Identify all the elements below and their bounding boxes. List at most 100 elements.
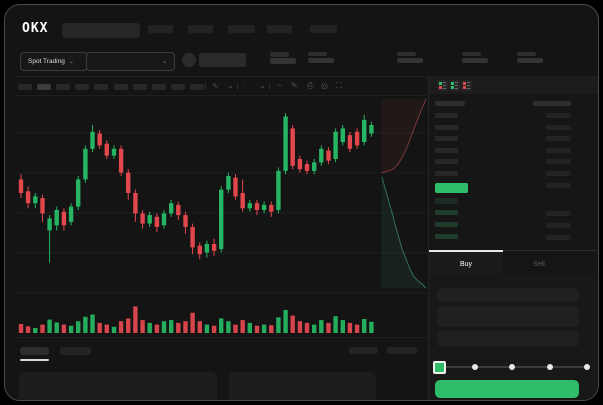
market-mode-dropdown[interactable]: Spot Trading ⌄ — [20, 52, 88, 71]
stat-label-placeholder — [462, 52, 481, 56]
icon-bar — [451, 86, 454, 89]
index-price-placeholder — [435, 198, 458, 204]
slider-stop-dot[interactable] — [583, 364, 590, 370]
bid-row-price[interactable] — [435, 210, 458, 215]
slider-stop-dot[interactable] — [546, 364, 553, 370]
orderbook-col-header — [435, 101, 465, 106]
icon-bar — [439, 86, 442, 89]
fullscreen-icon[interactable]: ⛶ — [336, 81, 342, 90]
bottom-action-pill[interactable] — [387, 347, 417, 354]
icon-line — [455, 88, 458, 89]
bottom-action-pill[interactable] — [349, 347, 378, 354]
divider — [237, 82, 238, 90]
ask-row-price[interactable] — [435, 136, 458, 141]
nav-item[interactable] — [228, 25, 255, 33]
total-input[interactable] — [437, 331, 579, 347]
chevron-down-icon: ⌄ — [68, 59, 74, 65]
chart-toolbar — [14, 76, 428, 96]
ask-row-price[interactable] — [435, 171, 458, 176]
camera-icon[interactable]: ⎙ — [307, 81, 314, 90]
tab-sell[interactable]: Sell — [503, 250, 598, 274]
chart-canvas[interactable] — [14, 95, 428, 337]
bottom-tab-active-indicator — [20, 359, 49, 361]
stat-value-placeholder — [270, 58, 296, 64]
ask-row-price[interactable] — [435, 159, 458, 164]
bottom-panel-left — [19, 372, 217, 400]
icon-line — [455, 85, 458, 86]
stat-label-placeholder — [308, 52, 327, 56]
timeframe-pill[interactable] — [94, 84, 109, 90]
timeframe-pill[interactable] — [189, 84, 204, 90]
bottom-tab-orders[interactable] — [20, 347, 49, 355]
stat-label-placeholder — [397, 52, 416, 56]
pair-select-dropdown[interactable]: ⌄ — [86, 52, 175, 71]
timeframe-pill[interactable] — [37, 84, 52, 90]
ask-row-size — [546, 183, 571, 188]
buy-submit-button[interactable] — [435, 380, 579, 398]
book-asks-icon[interactable] — [461, 80, 472, 91]
orderbook-col-header — [533, 101, 571, 106]
stat-value-placeholder — [308, 58, 334, 63]
draw-icon[interactable]: ✎ — [291, 81, 298, 90]
interval-icon[interactable]: ⫶ — [243, 81, 245, 90]
icon-bar — [463, 82, 466, 85]
bid-row-size — [546, 211, 571, 216]
tab-buy[interactable]: Buy — [429, 250, 503, 276]
slider-stop-dot[interactable] — [509, 364, 516, 370]
chevron-down-icon: ⌄ — [161, 59, 167, 65]
search-input[interactable] — [62, 23, 140, 38]
icon-bar — [451, 82, 454, 85]
divider — [14, 337, 428, 338]
ask-row-price[interactable] — [435, 113, 458, 118]
nav-item[interactable] — [148, 25, 173, 33]
bid-row-size — [546, 223, 571, 228]
okx-logo: OKX — [22, 21, 49, 36]
icon-line — [467, 82, 470, 83]
book-combined-icon[interactable] — [437, 80, 448, 91]
bottom-tab-history[interactable] — [60, 347, 91, 355]
ask-row-size — [546, 125, 571, 130]
timeframe-pill[interactable] — [132, 84, 147, 90]
timeframe-pill[interactable] — [170, 84, 185, 90]
icon-line — [443, 85, 446, 86]
stat-label-placeholder — [517, 52, 536, 56]
ask-row-size — [546, 148, 571, 153]
icon-line — [467, 88, 470, 89]
bid-row-size — [546, 235, 571, 240]
chevron-down-icon[interactable]: ⌄ — [227, 81, 234, 90]
timeframe-pill[interactable] — [56, 84, 71, 90]
timeframe-pill[interactable] — [151, 84, 166, 90]
line-type-icon[interactable]: ~ — [277, 81, 282, 90]
ask-row-size — [546, 171, 571, 176]
last-price-badge[interactable] — [435, 183, 468, 193]
timeframe-pill[interactable] — [75, 84, 90, 90]
settings-icon[interactable]: ◎ — [321, 81, 328, 90]
bottom-panel-right — [229, 372, 376, 400]
nav-item[interactable] — [310, 25, 337, 33]
amount-slider-handle[interactable] — [433, 361, 446, 374]
stat-value-placeholder — [462, 58, 488, 63]
indicator-icon[interactable]: ∿ — [212, 81, 219, 90]
timeframe-pill[interactable] — [18, 84, 32, 90]
ask-row-price[interactable] — [435, 148, 458, 153]
book-bids-icon[interactable] — [449, 80, 460, 91]
icon-bar — [463, 86, 466, 89]
nav-item[interactable] — [188, 25, 213, 33]
amount-input[interactable] — [437, 306, 579, 327]
bid-row-price[interactable] — [435, 222, 458, 227]
timeframe-pill[interactable] — [113, 84, 128, 90]
sell-tab-label: Sell — [533, 261, 545, 268]
slider-stop-dot[interactable] — [472, 364, 478, 370]
coin-avatar[interactable] — [182, 53, 196, 67]
chevron-down-icon[interactable]: ⌄ — [259, 81, 266, 90]
pair-name-placeholder — [199, 53, 246, 67]
divider — [205, 82, 206, 90]
ask-row-price[interactable] — [435, 125, 458, 130]
stat-value-placeholder — [397, 58, 423, 63]
bid-row-price[interactable] — [435, 234, 458, 239]
price-input[interactable] — [437, 288, 579, 302]
ask-row-size — [546, 159, 571, 164]
nav-item[interactable] — [267, 25, 292, 33]
ask-row-size — [546, 136, 571, 141]
